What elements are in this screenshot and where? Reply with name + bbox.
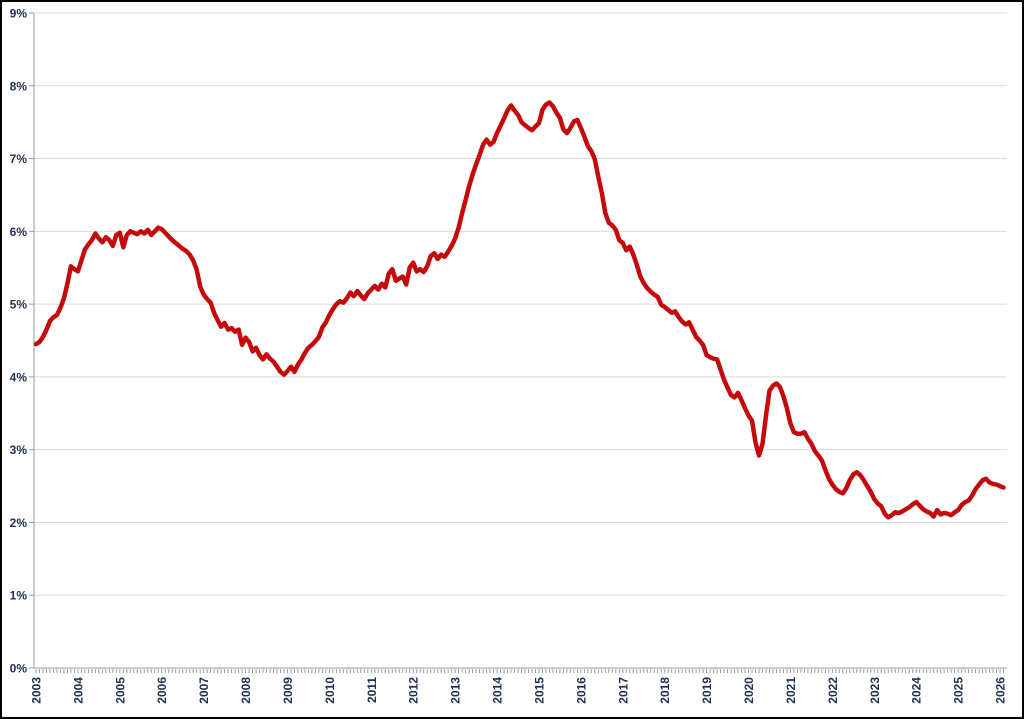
x-axis-label: 2020 [742,677,756,704]
x-axis-label: 2015 [532,677,546,704]
x-axis-label: 2022 [826,677,840,704]
x-axis-label: 2025 [952,677,966,704]
x-axis-label: 2013 [449,677,463,704]
y-axis-label: 9% [10,7,28,21]
x-axis-label: 2026 [994,677,1008,704]
x-axis-label: 2023 [868,677,882,704]
y-axis-labels: 0% 1% 2% 3% 4% 5% 6% 7% 8% 9% [10,7,28,676]
x-axis-label: 2017 [616,677,630,704]
y-axis-label: 7% [10,152,28,166]
x-axis-label: 2018 [658,677,672,704]
x-axis-label: 2012 [407,677,421,704]
x-axis-label: 2009 [281,677,295,704]
y-axis-label: 0% [10,662,28,676]
x-axis-label: 2007 [197,677,211,704]
axes [33,13,1007,669]
x-axis-label: 2003 [30,677,44,704]
y-axis-label: 8% [10,79,28,93]
x-axis-labels: 2003 2004 2005 2006 2007 2008 2009 2010 2011 2012… [30,677,1008,704]
x-axis-label: 2021 [784,677,798,704]
y-axis-label: 1% [10,589,28,603]
x-axis-label: 2016 [574,677,588,704]
x-axis-label: 2005 [113,677,127,704]
x-minor-ticks [35,669,1004,673]
y-axis-label: 6% [10,225,28,239]
gridlines [34,12,1007,596]
y-axis-label: 3% [10,443,28,457]
series-line [33,100,1006,520]
y-axis-label: 5% [10,298,28,312]
x-axis-label: 2011 [365,677,379,703]
x-axis-label: 2019 [700,677,714,704]
x-axis-label: 2024 [910,677,924,704]
x-axis-label: 2008 [239,677,253,704]
x-axis-label: 2004 [71,677,85,704]
x-axis-label: 2014 [491,677,505,704]
y-axis-label: 2% [10,516,28,530]
series [33,100,1006,520]
x-axis-label: 2010 [323,677,337,704]
y-axis-label: 4% [10,370,28,384]
x-axis-label: 2006 [155,677,169,704]
y-ticks [29,12,34,669]
